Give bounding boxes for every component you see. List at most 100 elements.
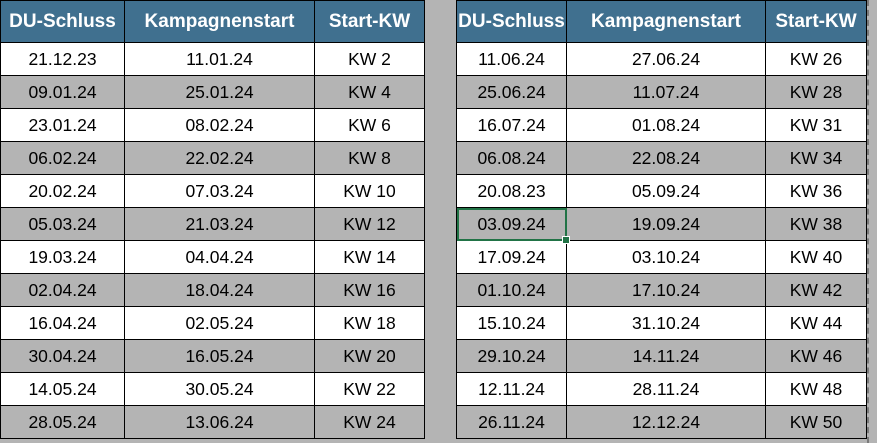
campaign-schedule-table-right: DU-Schluss Kampagnenstart Start-KW 11.06.2…	[456, 0, 867, 439]
table-row: 28.05.24 13.06.24 KW 24	[0, 405, 425, 439]
table-row: 16.07.24 01.08.24 KW 31	[456, 108, 867, 142]
column-header-start-kw[interactable]: Start-KW	[314, 0, 425, 43]
table-gutter	[424, 0, 456, 443]
cell[interactable]: 08.02.24	[124, 108, 315, 142]
table-row: 26.11.24 12.12.24 KW 50	[456, 405, 867, 439]
header-row: DU-Schluss Kampagnenstart Start-KW	[0, 0, 425, 43]
cell[interactable]: KW 4	[314, 75, 425, 109]
cell[interactable]: 16.04.24	[0, 306, 125, 340]
cell[interactable]: KW 18	[314, 306, 425, 340]
cell[interactable]: 22.08.24	[566, 141, 766, 175]
table-row: 29.10.24 14.11.24 KW 46	[456, 339, 867, 373]
cell[interactable]: 02.05.24	[124, 306, 315, 340]
cell[interactable]: 14.05.24	[0, 372, 125, 406]
cell[interactable]: 20.02.24	[0, 174, 125, 208]
cell[interactable]: 28.05.24	[0, 405, 125, 439]
cell[interactable]: 28.11.24	[566, 372, 766, 406]
column-header-du-schluss[interactable]: DU-Schluss	[456, 0, 567, 43]
table-row: 01.10.24 17.10.24 KW 42	[456, 273, 867, 307]
cell[interactable]: 20.08.23	[456, 174, 567, 208]
cell[interactable]: 21.03.24	[124, 207, 315, 241]
cell[interactable]: 31.10.24	[566, 306, 766, 340]
cell[interactable]: KW 6	[314, 108, 425, 142]
table-row: 09.01.24 25.01.24 KW 4	[0, 75, 425, 109]
cell[interactable]: 16.07.24	[456, 108, 567, 142]
cell[interactable]: 06.08.24	[456, 141, 567, 175]
table-row: 03.09.24 19.09.24 KW 38	[456, 207, 867, 245]
cell[interactable]: 12.12.24	[566, 405, 766, 439]
cell[interactable]: KW 8	[314, 141, 425, 175]
cell[interactable]: 27.06.24	[566, 42, 766, 76]
cell[interactable]: 19.03.24	[0, 240, 125, 274]
cell[interactable]: 06.02.24	[0, 141, 125, 175]
cell[interactable]: KW 46	[765, 339, 867, 373]
table-row: 16.04.24 02.05.24 KW 18	[0, 306, 425, 340]
column-header-du-schluss[interactable]: DU-Schluss	[0, 0, 125, 43]
cell[interactable]: KW 20	[314, 339, 425, 373]
cell[interactable]: KW 40	[765, 240, 867, 274]
cell[interactable]: 13.06.24	[124, 405, 315, 439]
cell[interactable]: KW 12	[314, 207, 425, 241]
cell[interactable]: 07.03.24	[124, 174, 315, 208]
cell[interactable]: KW 28	[765, 75, 867, 109]
cell[interactable]: 16.05.24	[124, 339, 315, 373]
table-row: 25.06.24 11.07.24 KW 28	[456, 75, 867, 109]
cell[interactable]: KW 36	[765, 174, 867, 208]
cell[interactable]: KW 48	[765, 372, 867, 406]
cell[interactable]: KW 38	[765, 207, 867, 241]
cell[interactable]: 30.05.24	[124, 372, 315, 406]
table-row: 15.10.24 31.10.24 KW 44	[456, 306, 867, 340]
cell[interactable]: KW 26	[765, 42, 867, 76]
cell[interactable]: 21.12.23	[0, 42, 125, 76]
page-break-dashed-line	[867, 0, 869, 443]
table-row: 19.03.24 04.04.24 KW 14	[0, 240, 425, 274]
cell[interactable]: 02.04.24	[0, 273, 125, 307]
header-row: DU-Schluss Kampagnenstart Start-KW	[456, 0, 867, 43]
cell[interactable]: 17.09.24	[456, 240, 567, 274]
cell[interactable]: 15.10.24	[456, 306, 567, 340]
cell[interactable]: 03.10.24	[566, 240, 766, 274]
cell[interactable]: KW 31	[765, 108, 867, 142]
cell[interactable]: 29.10.24	[456, 339, 567, 373]
cell[interactable]: 09.01.24	[0, 75, 125, 109]
column-header-start-kw[interactable]: Start-KW	[765, 0, 867, 43]
cell[interactable]: 23.01.24	[0, 108, 125, 142]
table-row: 06.02.24 22.02.24 KW 8	[0, 141, 425, 175]
cell[interactable]: 11.07.24	[566, 75, 766, 109]
table-row: 20.08.23 05.09.24 KW 36	[456, 174, 867, 208]
cell[interactable]: 30.04.24	[0, 339, 125, 373]
cell[interactable]: 25.06.24	[456, 75, 567, 109]
cell[interactable]: 22.02.24	[124, 141, 315, 175]
cell[interactable]: 18.04.24	[124, 273, 315, 307]
cell[interactable]: KW 2	[314, 42, 425, 76]
cell[interactable]: 05.09.24	[566, 174, 766, 208]
table-row: 21.12.23 11.01.24 KW 2	[0, 42, 425, 76]
cell[interactable]: KW 22	[314, 372, 425, 406]
cell[interactable]: 05.03.24	[0, 207, 125, 241]
cell[interactable]: 12.11.24	[456, 372, 567, 406]
table-row: 17.09.24 03.10.24 KW 40	[456, 240, 867, 274]
cell[interactable]: 11.01.24	[124, 42, 315, 76]
cell[interactable]: KW 42	[765, 273, 867, 307]
cell[interactable]: KW 24	[314, 405, 425, 439]
table-row: 20.02.24 07.03.24 KW 10	[0, 174, 425, 208]
cell[interactable]: 14.11.24	[566, 339, 766, 373]
cell[interactable]: KW 14	[314, 240, 425, 274]
cell[interactable]: KW 44	[765, 306, 867, 340]
cell[interactable]: 26.11.24	[456, 405, 567, 439]
column-header-kampagnenstart[interactable]: Kampagnenstart	[124, 0, 315, 43]
cell[interactable]: 01.10.24	[456, 273, 567, 307]
cell[interactable]: 11.06.24	[456, 42, 567, 76]
cell[interactable]: KW 34	[765, 141, 867, 175]
cell[interactable]: 01.08.24	[566, 108, 766, 142]
table-row: 11.06.24 27.06.24 KW 26	[456, 42, 867, 76]
cell[interactable]: KW 10	[314, 174, 425, 208]
cell[interactable]: 17.10.24	[566, 273, 766, 307]
selected-cell[interactable]: 03.09.24	[456, 207, 571, 245]
cell[interactable]: KW 50	[765, 405, 867, 439]
cell[interactable]: KW 16	[314, 273, 425, 307]
cell[interactable]: 25.01.24	[124, 75, 315, 109]
column-header-kampagnenstart[interactable]: Kampagnenstart	[566, 0, 766, 43]
cell[interactable]: 19.09.24	[566, 207, 766, 241]
cell[interactable]: 04.04.24	[124, 240, 315, 274]
